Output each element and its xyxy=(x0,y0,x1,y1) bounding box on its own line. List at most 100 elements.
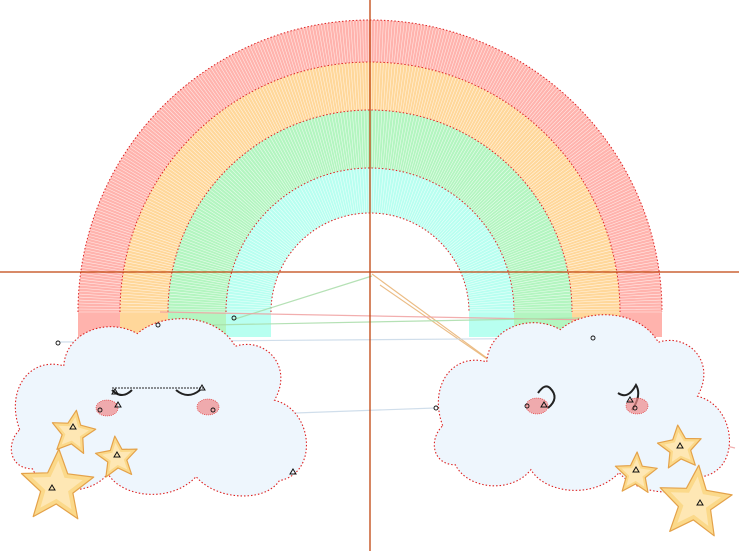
satin-stitch xyxy=(306,26,316,69)
satin-stitch xyxy=(482,104,510,145)
satin-stitch xyxy=(183,86,211,120)
satin-stitch xyxy=(601,201,641,218)
satin-stitch xyxy=(557,218,603,237)
satin-stitch xyxy=(450,144,484,193)
satin-stitch xyxy=(300,71,315,118)
satin-stitch xyxy=(414,24,423,67)
satin-stitch xyxy=(562,238,610,253)
satin-stitch xyxy=(231,273,275,286)
satin-stitch xyxy=(120,299,169,303)
satin-stitch xyxy=(538,96,568,128)
satin-stitch xyxy=(236,256,279,275)
satin-stitch xyxy=(170,98,200,130)
satin-stitch xyxy=(168,296,227,302)
satin-stitch xyxy=(461,89,484,133)
satin-stitch xyxy=(539,176,581,203)
satin-stitch xyxy=(323,23,331,66)
satin-stitch xyxy=(484,105,513,146)
satin-stitch xyxy=(202,72,228,108)
satin-stitch xyxy=(120,302,169,306)
satin-stitch xyxy=(387,170,396,215)
satin-stitch xyxy=(318,177,336,220)
band-outline xyxy=(167,109,573,313)
satin-stitch xyxy=(405,116,421,173)
satin-stitch xyxy=(514,74,540,109)
satin-stitch xyxy=(482,186,529,224)
satin-stitch xyxy=(586,166,624,188)
satin-stitch xyxy=(131,235,178,251)
satin-stitch xyxy=(277,201,307,237)
satin-stitch xyxy=(112,174,150,195)
satin-stitch xyxy=(510,267,568,281)
satin-stitch xyxy=(282,197,310,234)
satin-stitch xyxy=(611,237,653,250)
satin-stitch xyxy=(254,225,292,253)
satin-stitch xyxy=(452,84,474,129)
satin-stitch xyxy=(252,227,290,255)
cheek xyxy=(196,398,220,416)
satin-stitch xyxy=(324,175,339,219)
satin-stitch xyxy=(435,132,463,185)
satin-stitch xyxy=(465,91,490,135)
satin-stitch xyxy=(183,233,238,257)
star-inner xyxy=(664,432,695,462)
satin-stitch xyxy=(313,117,331,174)
satin-stitch xyxy=(571,299,620,303)
satin-stitch xyxy=(406,178,425,221)
satin-stitch xyxy=(373,110,377,169)
satin-stitch xyxy=(293,124,317,179)
satin-stitch xyxy=(93,217,134,232)
satin-stitch xyxy=(294,29,306,71)
satin-stitch xyxy=(494,114,525,153)
satin-stitch xyxy=(312,179,332,222)
stitch-marker xyxy=(111,388,119,395)
satin-stitch xyxy=(493,57,515,95)
satin-stitch xyxy=(569,136,604,162)
satin-stitch xyxy=(354,110,360,169)
satin-stitch xyxy=(619,290,662,295)
satin-stitch xyxy=(446,80,465,126)
satin-stitch xyxy=(121,281,170,289)
satin-stitch xyxy=(333,113,345,171)
satin-stitch xyxy=(393,21,399,64)
satin-stitch xyxy=(235,160,275,205)
satin-stitch xyxy=(294,73,310,120)
satin-stitch xyxy=(260,218,295,248)
satin-stitch xyxy=(284,195,312,233)
satin-stitch xyxy=(481,184,528,222)
satin-stitch xyxy=(203,196,252,231)
satin-stitch xyxy=(353,20,357,63)
satin-stitch xyxy=(470,94,495,137)
satin-stitch xyxy=(229,281,274,292)
satin-stitch xyxy=(83,255,125,264)
satin-stitch xyxy=(491,203,541,236)
satin-stitch xyxy=(462,156,500,202)
satin-stitch xyxy=(452,232,491,258)
satin-stitch xyxy=(153,115,186,145)
satin-stitch xyxy=(181,238,236,261)
satin-stitch xyxy=(192,214,245,243)
satin-stitch xyxy=(464,267,508,282)
satin-stitch xyxy=(444,33,458,74)
satin-stitch xyxy=(285,128,311,182)
satin-stitch xyxy=(106,184,146,204)
satin-stitch xyxy=(182,235,237,259)
satin-stitch xyxy=(558,120,591,149)
satin-stitch xyxy=(605,214,646,230)
satin-stitch xyxy=(475,47,494,86)
rainbow-satin-stitches xyxy=(78,20,662,313)
satin-stitch xyxy=(310,118,329,175)
satin-stitch xyxy=(328,114,341,172)
satin-stitch xyxy=(79,284,122,290)
satin-stitch xyxy=(490,201,540,234)
satin-stitch xyxy=(169,287,228,296)
satin-stitch xyxy=(237,158,277,204)
satin-stitch xyxy=(306,70,319,117)
satin-stitch xyxy=(347,20,352,63)
satin-stitch xyxy=(455,149,491,197)
stitch-marker xyxy=(626,396,634,403)
satin-stitch xyxy=(190,219,243,247)
satin-stitch xyxy=(222,173,266,214)
satin-stitch xyxy=(493,209,545,240)
satin-stitch xyxy=(540,178,582,205)
